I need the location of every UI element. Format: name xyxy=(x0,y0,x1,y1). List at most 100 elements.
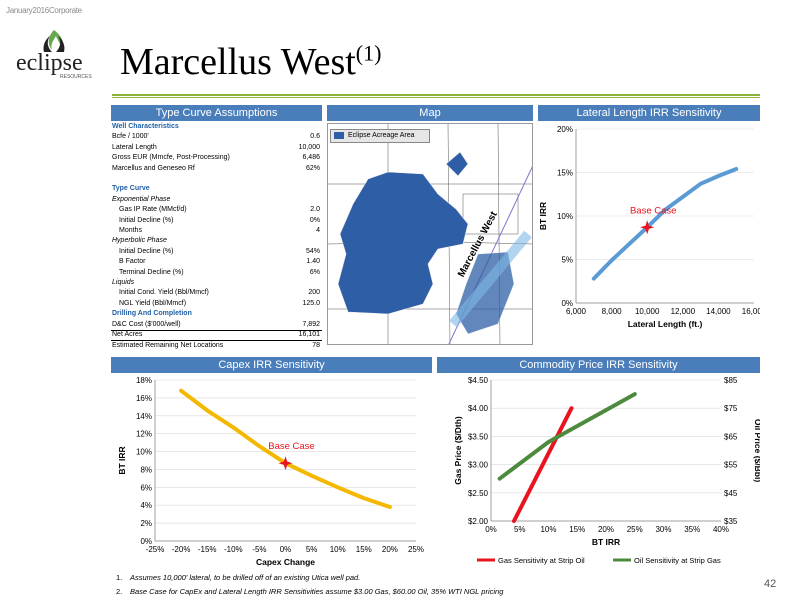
eclipse-logo: eclipse RESOURCES xyxy=(14,24,98,84)
y-tick-label: 14% xyxy=(136,412,152,421)
logo-word: eclipse xyxy=(16,50,83,76)
y-tick-label: 10% xyxy=(136,448,152,457)
table-row-label: NGL Yield (Bbl/Mmcf) xyxy=(119,299,187,307)
y-tick-label: $2.50 xyxy=(468,489,489,498)
table-row: Gas IP Rate (MMcf/d) 2.0 xyxy=(111,205,322,215)
acreage-area-north xyxy=(445,151,469,177)
y2-tick-label: $75 xyxy=(724,404,738,413)
table-row-value: 4 xyxy=(316,227,320,234)
y-tick-label: 5% xyxy=(561,256,573,265)
table-row-label: Terminal Decline (%) xyxy=(119,268,184,276)
table-row-label: Initial Decline (%) xyxy=(119,216,174,224)
table-row: Gross EUR (Mmcfe, Post-Processing) 6,486 xyxy=(111,153,322,163)
flame-icon xyxy=(43,30,65,52)
header-assumptions: Type Curve Assumptions xyxy=(111,105,322,121)
footnote-2: 2. Base Case for CapEx and Lateral Length… xyxy=(116,587,504,596)
table-row-label: Well Characteristics xyxy=(112,123,179,130)
series-line-0 xyxy=(512,406,574,523)
legend-label-1: Oil Sensitivity at Strip Gas xyxy=(634,556,721,565)
table-row-label: Initial Decline (%) xyxy=(119,247,174,255)
capex-chart: 0% 2% 4% 6% 8% 10% 12% 14% 16% 18% -25% -20% -15% -10… xyxy=(117,376,424,567)
kicker-text: January2016Corporate xyxy=(6,6,82,15)
table-row-label: Hyperbolic Phase xyxy=(112,237,167,245)
y-tick-label: 12% xyxy=(136,430,152,439)
x-tick-label: -20% xyxy=(172,545,191,554)
x-tick-label: 15% xyxy=(356,545,372,554)
y-tick-label: 10% xyxy=(557,212,573,221)
table-row-label: Gross EUR (Mmcfe, Post-Processing) xyxy=(112,154,230,162)
legend-label-0: Gas Sensitivity at Strip Oil xyxy=(498,556,585,565)
x-tick-label: 10,000 xyxy=(635,307,660,316)
table-row-value: 125.0 xyxy=(302,299,320,307)
table-row-label: Months xyxy=(119,227,142,234)
header-commodity: Commodity Price IRR Sensitivity xyxy=(437,357,760,373)
base-case-label: Base Case xyxy=(268,441,314,452)
page-title: Marcellus West(1) xyxy=(120,40,382,83)
table-row-value: 0% xyxy=(309,216,320,224)
x-tick-label: 10% xyxy=(540,525,556,534)
x-tick-label: 10% xyxy=(330,545,346,554)
series-line-0 xyxy=(591,167,739,281)
y2-tick-label: $85 xyxy=(724,376,738,385)
table-row-label: Gas IP Rate (MMcf/d) xyxy=(119,206,187,214)
table-row: Estimated Remaining Net Locations 78 xyxy=(111,340,322,351)
y-tick-label: 15% xyxy=(557,169,573,178)
table-row: Initial Cond. Yield (Bbl/Mmcf) 200 xyxy=(111,288,322,298)
table-row: B Factor 1.40 xyxy=(111,257,322,267)
table-row: Initial Decline (%) 0% xyxy=(111,216,322,226)
y-tick-label: $3.50 xyxy=(468,432,489,441)
table-row: Net Acres 16,101 xyxy=(111,330,322,340)
x-tick-label: 35% xyxy=(684,525,700,534)
table-row-value: 1.40 xyxy=(306,258,320,266)
y2-axis-label: Oil Price ($/Bbl) xyxy=(753,419,760,482)
map-legend-label: Eclipse Acreage Area xyxy=(348,132,415,139)
table-row-value: 16,101 xyxy=(298,331,320,338)
table-row: Hyperbolic Phase xyxy=(111,236,322,246)
table-row: Terminal Decline (%) 6% xyxy=(111,268,322,278)
x-tick-label: 30% xyxy=(655,525,671,534)
table-row-label: D&C Cost ($'000/well) xyxy=(112,320,181,328)
y-tick-label: $2.00 xyxy=(468,517,489,526)
table-row: Type Curve xyxy=(111,184,322,194)
acreage-area-main xyxy=(337,171,469,315)
table-row-label: Net Acres xyxy=(112,331,143,338)
title-footnote-ref: (1) xyxy=(355,40,382,66)
x-tick-label: -25% xyxy=(146,545,165,554)
table-row-value: 54% xyxy=(305,247,320,255)
x-tick-label: -5% xyxy=(252,545,266,554)
table-row-label: Estimated Remaining Net Locations xyxy=(112,342,224,350)
table-row-value: 7,892 xyxy=(302,320,320,328)
y-tick-label: 16% xyxy=(136,394,152,403)
x-tick-label: 16,000 xyxy=(742,307,760,316)
header-capex: Capex IRR Sensitivity xyxy=(111,357,432,373)
table-row: Bcfe / 1000' 0.6 xyxy=(111,132,322,142)
y-tick-label: 0% xyxy=(561,299,573,308)
base-case-marker xyxy=(640,220,655,235)
y-axis-label: BT IRR xyxy=(538,202,548,230)
page-number: 42 xyxy=(764,578,777,590)
map-panel: Eclipse Acreage Area Marcellus West xyxy=(327,123,533,345)
table-row-value: 0.6 xyxy=(310,133,320,141)
divider-top xyxy=(112,94,760,96)
x-tick-label: 15% xyxy=(569,525,585,534)
x-axis-label: Lateral Length (ft.) xyxy=(628,319,703,329)
header-map: Map xyxy=(327,105,533,121)
x-tick-label: 12,000 xyxy=(671,307,696,316)
table-row-value: 6% xyxy=(309,268,320,276)
x-tick-label: 5% xyxy=(306,545,318,554)
table-row-value: 200 xyxy=(308,289,320,297)
table-row-label: Drilling And Completion xyxy=(112,310,192,318)
table-row-value: 6,486 xyxy=(302,154,320,162)
legend-swatch xyxy=(334,132,344,139)
table-row: Drilling And Completion xyxy=(111,309,322,319)
y-tick-label: $3.00 xyxy=(468,461,489,470)
x-tick-label: 6,000 xyxy=(566,307,587,316)
table-row: Initial Decline (%) 54% xyxy=(111,247,322,257)
divider-top-2 xyxy=(112,97,760,98)
table-row-value: 2.0 xyxy=(310,206,320,214)
series-line-1 xyxy=(497,392,637,481)
y-tick-label: 20% xyxy=(557,125,573,134)
table-row: Liquids xyxy=(111,278,322,288)
x-tick-label: 20% xyxy=(382,545,398,554)
x-tick-label: 14,000 xyxy=(706,307,731,316)
